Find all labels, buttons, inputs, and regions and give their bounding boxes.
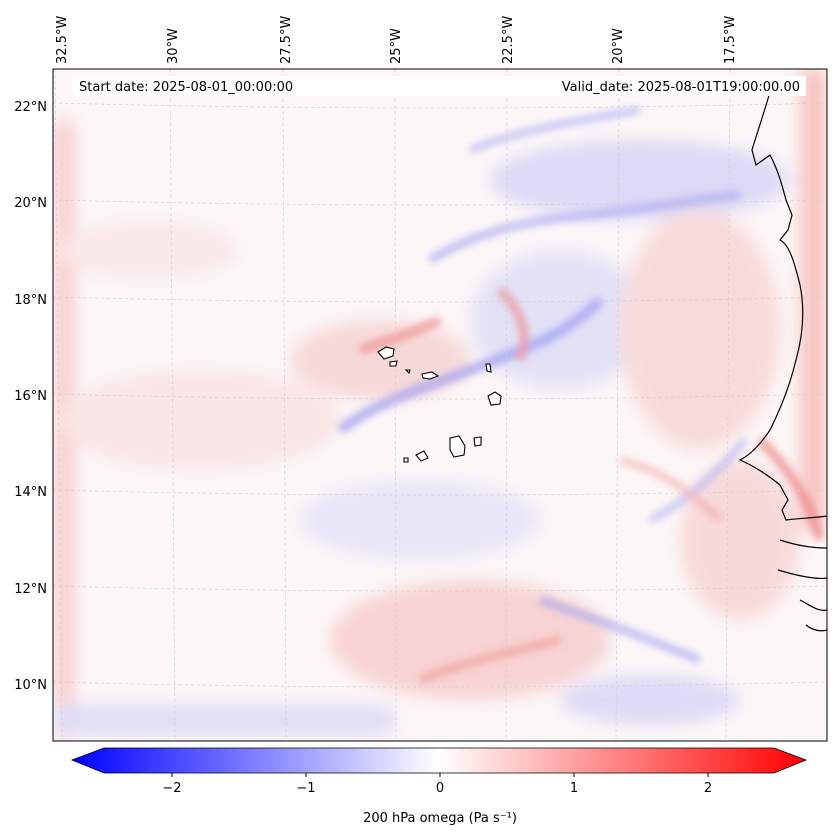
lat-label: 22°N (14, 100, 47, 115)
colorbar-tick-label: 2 (704, 781, 712, 796)
lat-label: 12°N (14, 582, 47, 597)
lat-label: 10°N (14, 678, 47, 693)
lon-label: 32.5°W (55, 16, 70, 64)
colorbar-tick-label: 0 (436, 781, 444, 796)
colorbar-tick-label: 1 (570, 781, 578, 796)
omega-field (53, 69, 827, 740)
coastline (738, 84, 827, 632)
lat-label: 14°N (14, 485, 47, 500)
lat-label: 16°N (14, 389, 47, 404)
latitude-labels: 22°N 20°N 18°N 16°N 14°N 12°N 10°N (14, 100, 47, 693)
colorbar-label: 200 hPa omega (Pa s⁻¹) (363, 811, 517, 826)
lat-label: 18°N (14, 293, 47, 308)
valid-date-label: Valid_date: 2025-08-01T19:00:00.00 (562, 80, 800, 95)
cape-verde-islands (377, 346, 502, 463)
colorbar-gradient (70, 747, 808, 774)
lon-label: 20°W (611, 28, 626, 64)
lon-label: 30°W (166, 28, 181, 64)
lon-label: 27.5°W (279, 16, 294, 64)
lon-label: 17.5°W (723, 16, 738, 64)
colorbar-tick-label: −2 (162, 781, 181, 796)
map-frame (52, 68, 828, 742)
colorbar-tick-label: −1 (296, 781, 315, 796)
lon-label: 25°W (389, 28, 404, 64)
colorbar: −2 −1 0 1 2 200 hPa omega (Pa s⁻¹) (70, 747, 808, 826)
date-header-background (72, 76, 806, 96)
gridlines (52, 68, 828, 742)
lon-label: 22.5°W (501, 16, 516, 64)
start-date-label: Start date: 2025-08-01_00:00:00 (79, 80, 293, 95)
map-panel: Start date: 2025-08-01_00:00:00 Valid_da… (52, 68, 828, 742)
lat-label: 20°N (14, 196, 47, 211)
colorbar-ticks (171, 773, 709, 777)
longitude-labels: 32.5°W 30°W 27.5°W 25°W 22.5°W 20°W 17.5… (55, 16, 738, 64)
